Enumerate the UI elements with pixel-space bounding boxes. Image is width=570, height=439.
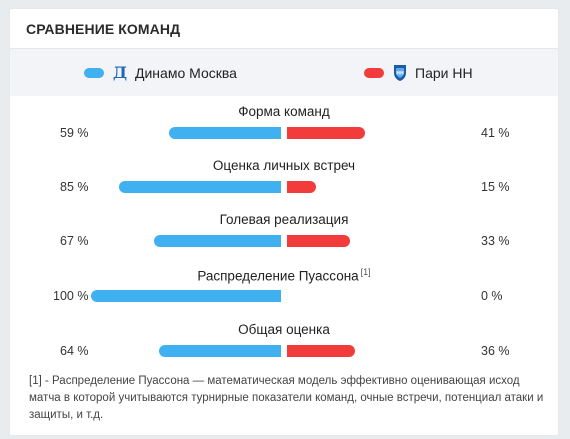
away-value: 0 % bbox=[481, 289, 503, 303]
metric-title: Голевая реализация bbox=[10, 212, 558, 227]
away-bar bbox=[287, 235, 350, 247]
home-value: 59 % bbox=[60, 126, 89, 140]
away-color-pill bbox=[364, 67, 384, 78]
metric-title-text: Общая оценка bbox=[238, 322, 330, 337]
home-bar bbox=[119, 181, 281, 193]
home-bar bbox=[169, 127, 281, 139]
metric-title-text: Голевая реализация bbox=[219, 212, 349, 227]
metric-title-text: Распределение Пуассона bbox=[197, 268, 359, 284]
footnote: [1] - Распределение Пуассона — математич… bbox=[29, 375, 544, 421]
away-bar bbox=[287, 181, 316, 193]
home-value: 64 % bbox=[60, 344, 89, 358]
metric-title: Общая оценка bbox=[10, 322, 558, 337]
svg-text:Д: Д bbox=[113, 64, 127, 82]
away-team-legend: НН Пари НН bbox=[364, 49, 473, 96]
metric-title: Распределение Пуассона [1] bbox=[10, 267, 558, 284]
footnote-marker: [1] bbox=[360, 267, 371, 277]
away-team-name: Пари НН bbox=[415, 64, 473, 81]
metric-title: Оценка личных встреч bbox=[10, 158, 558, 173]
home-team-legend: Д Динамо Москва bbox=[84, 49, 237, 96]
away-value: 15 % bbox=[481, 180, 510, 194]
home-value: 67 % bbox=[60, 234, 89, 248]
home-bar bbox=[159, 345, 281, 357]
away-bar bbox=[287, 345, 355, 357]
away-bar bbox=[287, 127, 365, 139]
home-value: 85 % bbox=[60, 180, 89, 194]
home-bar bbox=[91, 290, 281, 302]
dynamo-logo-icon: Д bbox=[112, 64, 128, 82]
away-value: 36 % bbox=[481, 344, 510, 358]
card-title: СРАВНЕНИЕ КОМАНД bbox=[10, 9, 558, 49]
svg-text:НН: НН bbox=[396, 70, 404, 76]
home-color-pill bbox=[84, 67, 104, 78]
away-value: 33 % bbox=[481, 234, 510, 248]
metric-title: Форма команд bbox=[10, 104, 558, 119]
home-team-name: Динамо Москва bbox=[135, 64, 237, 81]
home-bar bbox=[154, 235, 281, 247]
away-value: 41 % bbox=[481, 126, 510, 140]
pari-nn-shield-icon: НН bbox=[392, 64, 408, 82]
metric-title-text: Форма команд bbox=[238, 104, 330, 119]
teams-legend: Д Динамо Москва НН Пари НН bbox=[10, 49, 558, 96]
metric-title-text: Оценка личных встреч bbox=[212, 158, 356, 173]
team-comparison-card: СРАВНЕНИЕ КОМАНД Д Динамо Москва НН Пари… bbox=[10, 9, 558, 435]
home-value: 100 % bbox=[53, 289, 89, 303]
